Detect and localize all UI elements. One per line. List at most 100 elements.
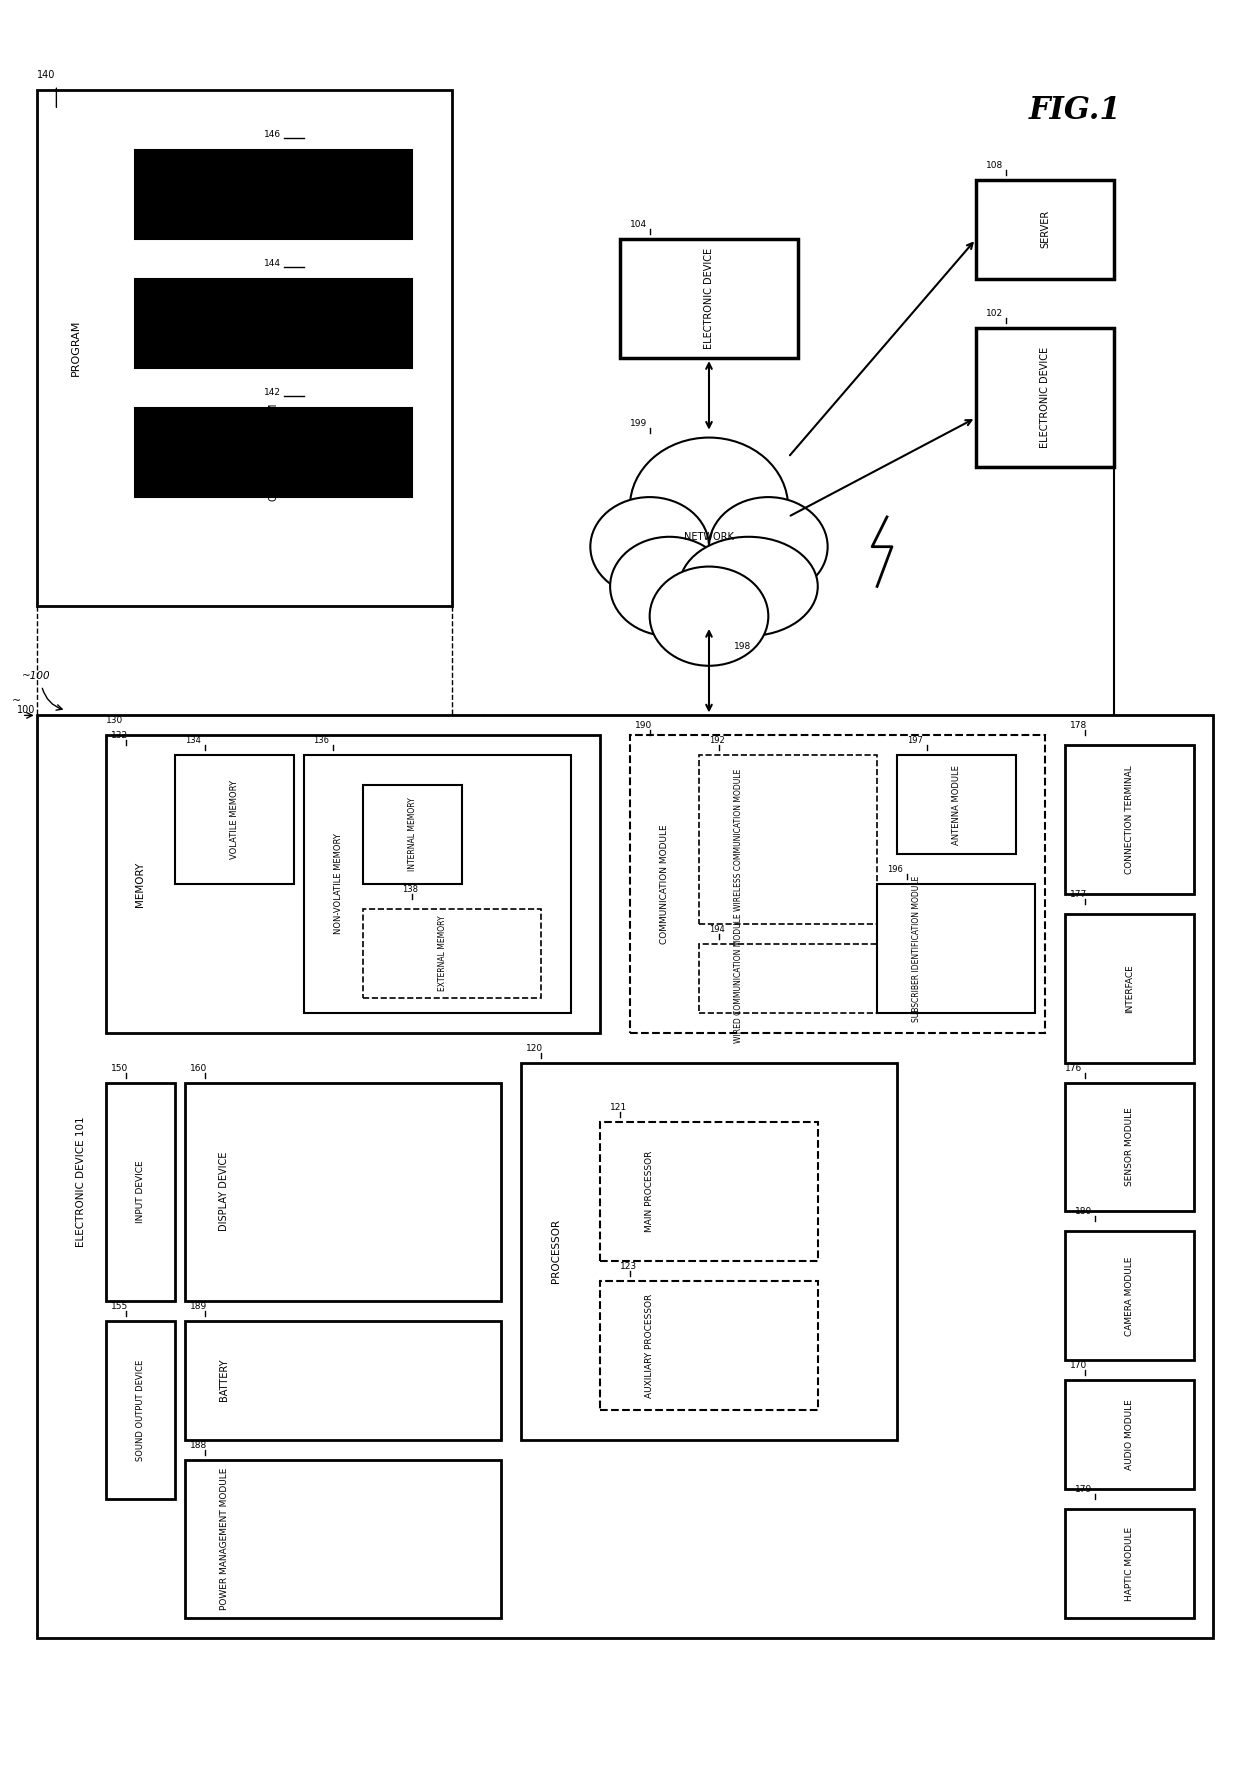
FancyBboxPatch shape — [185, 1083, 501, 1301]
Text: CONNECTION TERMINAL: CONNECTION TERMINAL — [1125, 765, 1133, 874]
Text: OPERATING SYSTEM: OPERATING SYSTEM — [269, 403, 279, 501]
Ellipse shape — [610, 537, 729, 637]
Text: 123: 123 — [620, 1261, 637, 1270]
FancyBboxPatch shape — [699, 944, 877, 1013]
Ellipse shape — [630, 437, 789, 576]
Text: 100: 100 — [17, 705, 35, 715]
FancyBboxPatch shape — [185, 1459, 501, 1618]
FancyBboxPatch shape — [521, 1063, 897, 1440]
Text: POWER MANAGEMENT MODULE: POWER MANAGEMENT MODULE — [219, 1468, 229, 1611]
FancyBboxPatch shape — [699, 755, 877, 924]
Ellipse shape — [709, 498, 827, 596]
Text: 179: 179 — [1075, 1486, 1092, 1495]
Text: 177: 177 — [1070, 890, 1087, 899]
FancyBboxPatch shape — [105, 1320, 175, 1499]
FancyBboxPatch shape — [1065, 1231, 1194, 1361]
Text: 121: 121 — [610, 1103, 627, 1111]
Text: WIRELESS COMMUNICATION MODULE: WIRELESS COMMUNICATION MODULE — [734, 769, 743, 910]
Text: APPLICATION: APPLICATION — [269, 162, 279, 227]
Text: ~: ~ — [12, 696, 21, 705]
Text: 140: 140 — [37, 70, 55, 80]
Text: 194: 194 — [709, 924, 724, 933]
Text: MAIN PROCESSOR: MAIN PROCESSOR — [645, 1151, 655, 1233]
Text: EXTERNAL MEMORY: EXTERNAL MEMORY — [438, 915, 446, 992]
FancyBboxPatch shape — [185, 1320, 501, 1440]
Text: ELECTRONIC DEVICE 101: ELECTRONIC DEVICE 101 — [76, 1117, 86, 1247]
FancyBboxPatch shape — [600, 1122, 817, 1261]
Text: 146: 146 — [264, 130, 281, 139]
Text: 102: 102 — [986, 309, 1003, 319]
Text: 192: 192 — [709, 737, 724, 746]
FancyBboxPatch shape — [620, 239, 799, 359]
FancyBboxPatch shape — [1065, 913, 1194, 1063]
Text: WIRED COMMUNICATION MODULE: WIRED COMMUNICATION MODULE — [734, 913, 743, 1044]
Text: INTERNAL MEMORY: INTERNAL MEMORY — [408, 797, 417, 871]
Ellipse shape — [680, 537, 817, 637]
Text: 142: 142 — [264, 389, 281, 398]
Text: HAPTIC MODULE: HAPTIC MODULE — [1125, 1527, 1133, 1600]
FancyBboxPatch shape — [630, 735, 1045, 1033]
Text: VOLATILE MEMORY: VOLATILE MEMORY — [229, 780, 239, 860]
Text: INPUT DEVICE: INPUT DEVICE — [136, 1160, 145, 1224]
FancyBboxPatch shape — [105, 735, 600, 1033]
FancyBboxPatch shape — [37, 91, 451, 607]
FancyBboxPatch shape — [976, 180, 1115, 278]
Text: 176: 176 — [1065, 1063, 1083, 1072]
Text: 160: 160 — [190, 1063, 207, 1072]
FancyBboxPatch shape — [105, 1083, 175, 1301]
Text: 130: 130 — [105, 717, 123, 726]
Text: 150: 150 — [110, 1063, 128, 1072]
Text: ELECTRONIC DEVICE: ELECTRONIC DEVICE — [704, 248, 714, 350]
Text: 199: 199 — [630, 419, 647, 428]
Text: 134: 134 — [185, 737, 201, 746]
FancyBboxPatch shape — [135, 278, 413, 368]
Text: MEMORY: MEMORY — [135, 862, 145, 906]
Text: SUBSCRIBER IDENTIFICATION MODULE: SUBSCRIBER IDENTIFICATION MODULE — [913, 876, 921, 1022]
Text: 120: 120 — [526, 1044, 543, 1053]
FancyBboxPatch shape — [897, 755, 1016, 855]
Text: 136: 136 — [314, 737, 330, 746]
FancyBboxPatch shape — [175, 755, 294, 885]
Text: CAMERA MODULE: CAMERA MODULE — [1125, 1256, 1133, 1336]
Text: 180: 180 — [1075, 1208, 1092, 1217]
FancyBboxPatch shape — [363, 908, 541, 999]
Text: FIG.1: FIG.1 — [1028, 95, 1121, 125]
Text: COMMUNICATION MODULE: COMMUNICATION MODULE — [660, 824, 670, 944]
Text: PROGRAM: PROGRAM — [71, 319, 81, 376]
Text: SENSOR MODULE: SENSOR MODULE — [1125, 1108, 1133, 1186]
Text: NETWORK: NETWORK — [684, 532, 734, 542]
FancyBboxPatch shape — [1065, 746, 1194, 894]
FancyBboxPatch shape — [135, 409, 413, 498]
Text: AUDIO MODULE: AUDIO MODULE — [1125, 1399, 1133, 1470]
Text: 189: 189 — [190, 1302, 207, 1311]
FancyBboxPatch shape — [976, 328, 1115, 467]
FancyBboxPatch shape — [135, 150, 413, 239]
Text: 170: 170 — [1070, 1361, 1087, 1370]
Text: AUXILIARY PROCESSOR: AUXILIARY PROCESSOR — [645, 1293, 655, 1397]
Text: SERVER: SERVER — [1040, 211, 1050, 248]
Text: ~100: ~100 — [22, 671, 51, 681]
Text: ANTENNA MODULE: ANTENNA MODULE — [951, 765, 961, 844]
Text: DISPLAY DEVICE: DISPLAY DEVICE — [219, 1152, 229, 1231]
FancyBboxPatch shape — [1065, 1509, 1194, 1618]
Text: INTERFACE: INTERFACE — [1125, 963, 1133, 1013]
Text: SOUND OUTPUT DEVICE: SOUND OUTPUT DEVICE — [136, 1359, 145, 1461]
Text: 196: 196 — [887, 865, 903, 874]
Text: PROCESSOR: PROCESSOR — [551, 1218, 560, 1283]
FancyBboxPatch shape — [877, 885, 1035, 1013]
FancyBboxPatch shape — [304, 755, 570, 1013]
Text: 104: 104 — [630, 219, 647, 228]
FancyBboxPatch shape — [600, 1281, 817, 1409]
Ellipse shape — [590, 498, 709, 596]
FancyBboxPatch shape — [1065, 1083, 1194, 1211]
Text: 198: 198 — [734, 642, 751, 651]
Ellipse shape — [650, 567, 769, 665]
Text: NON-VOLATILE MEMORY: NON-VOLATILE MEMORY — [334, 833, 342, 935]
FancyBboxPatch shape — [37, 715, 1213, 1638]
FancyBboxPatch shape — [1065, 1381, 1194, 1490]
Text: 155: 155 — [110, 1302, 128, 1311]
FancyBboxPatch shape — [363, 785, 461, 885]
Text: 188: 188 — [190, 1441, 207, 1450]
Text: 190: 190 — [635, 721, 652, 730]
Text: 108: 108 — [986, 161, 1003, 169]
